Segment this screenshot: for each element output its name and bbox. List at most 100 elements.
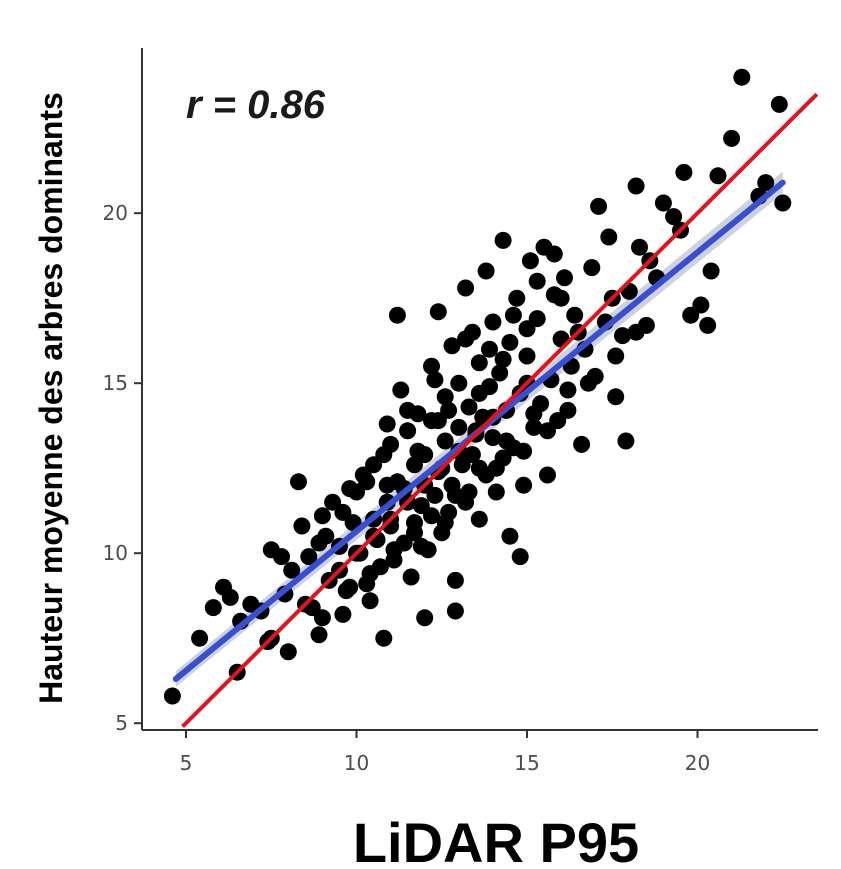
data-point	[573, 435, 591, 453]
data-point	[665, 208, 683, 226]
data-point	[498, 432, 515, 450]
data-point	[313, 507, 331, 525]
data-point	[378, 415, 396, 433]
data-point	[709, 167, 727, 185]
data-point	[337, 582, 355, 600]
data-point	[460, 483, 478, 501]
data-point	[436, 388, 454, 406]
data-point	[699, 316, 717, 334]
data-point	[607, 388, 625, 406]
data-point	[361, 565, 379, 583]
data-point	[358, 473, 376, 491]
ticks: 5 10 15 20 5 10 15 20	[103, 201, 711, 775]
data-point	[484, 313, 502, 331]
data-point	[481, 340, 498, 358]
data-point	[545, 245, 563, 263]
data-point	[525, 405, 543, 423]
data-point	[273, 548, 290, 566]
data-point	[310, 626, 328, 644]
data-point	[515, 476, 533, 494]
data-point	[723, 129, 741, 147]
data-point	[607, 347, 625, 365]
data-point	[334, 605, 352, 623]
data-point	[423, 357, 440, 375]
data-point	[528, 272, 546, 290]
data-point	[470, 510, 488, 528]
data-point	[470, 384, 488, 402]
fit-lines	[172, 92, 819, 729]
data-point	[579, 374, 597, 392]
data-point	[627, 177, 645, 195]
data-point	[552, 289, 570, 307]
data-point	[436, 432, 454, 450]
y-tick-label: 10	[103, 541, 128, 565]
data-point	[600, 228, 618, 246]
data-point	[443, 337, 461, 355]
data-point	[409, 442, 427, 460]
data-point	[460, 398, 478, 416]
data-point	[402, 568, 420, 586]
data-point	[463, 446, 481, 464]
data-point	[375, 629, 393, 647]
data-point	[614, 327, 631, 345]
data-point	[436, 514, 454, 532]
data-point	[518, 347, 536, 365]
data-point	[518, 320, 536, 338]
data-point	[290, 473, 307, 491]
data-point	[511, 548, 529, 566]
data-point	[279, 643, 297, 661]
data-point	[450, 374, 468, 392]
data-point	[559, 381, 577, 399]
data-point	[341, 480, 359, 498]
data-point	[310, 534, 328, 552]
data-point	[204, 599, 222, 617]
data-point	[446, 486, 464, 504]
data-point	[293, 517, 311, 535]
data-point	[477, 262, 495, 280]
x-tick-label: 15	[514, 751, 539, 775]
data-point	[757, 174, 775, 192]
data-point	[388, 306, 406, 324]
data-point	[654, 194, 672, 212]
data-point	[770, 95, 788, 113]
data-point	[617, 432, 635, 450]
correlation-annotation: r = 0.86	[186, 83, 326, 127]
x-tick-label: 10	[344, 751, 369, 775]
y-tick-label: 5	[115, 711, 128, 735]
data-point	[450, 418, 468, 436]
data-point	[446, 571, 464, 589]
x-tick-label: 20	[685, 751, 710, 775]
data-point	[457, 279, 475, 297]
data-point	[508, 289, 526, 307]
data-point	[429, 303, 447, 321]
identity-line	[181, 92, 819, 729]
data-point	[566, 306, 584, 324]
data-point	[491, 364, 509, 382]
data-point	[494, 231, 512, 249]
data-point	[494, 350, 512, 368]
data-point	[423, 507, 440, 525]
data-point	[446, 602, 464, 620]
data-point	[412, 537, 430, 555]
data-point	[361, 592, 379, 610]
data-point	[487, 483, 505, 501]
data-point	[191, 629, 209, 647]
data-point	[300, 548, 318, 566]
data-point	[399, 422, 417, 440]
data-point	[539, 422, 556, 440]
data-point	[733, 68, 751, 86]
data-point	[399, 401, 417, 419]
data-point	[501, 527, 519, 545]
data-point	[504, 306, 522, 324]
data-point	[283, 561, 301, 579]
data-point	[392, 381, 410, 399]
data-point	[457, 330, 475, 348]
data-point	[406, 524, 423, 542]
data-point	[484, 429, 502, 447]
x-tick-label: 5	[180, 751, 193, 775]
data-point	[692, 296, 710, 314]
data-point	[487, 459, 505, 477]
data-point	[416, 609, 434, 627]
data-point	[539, 466, 556, 484]
